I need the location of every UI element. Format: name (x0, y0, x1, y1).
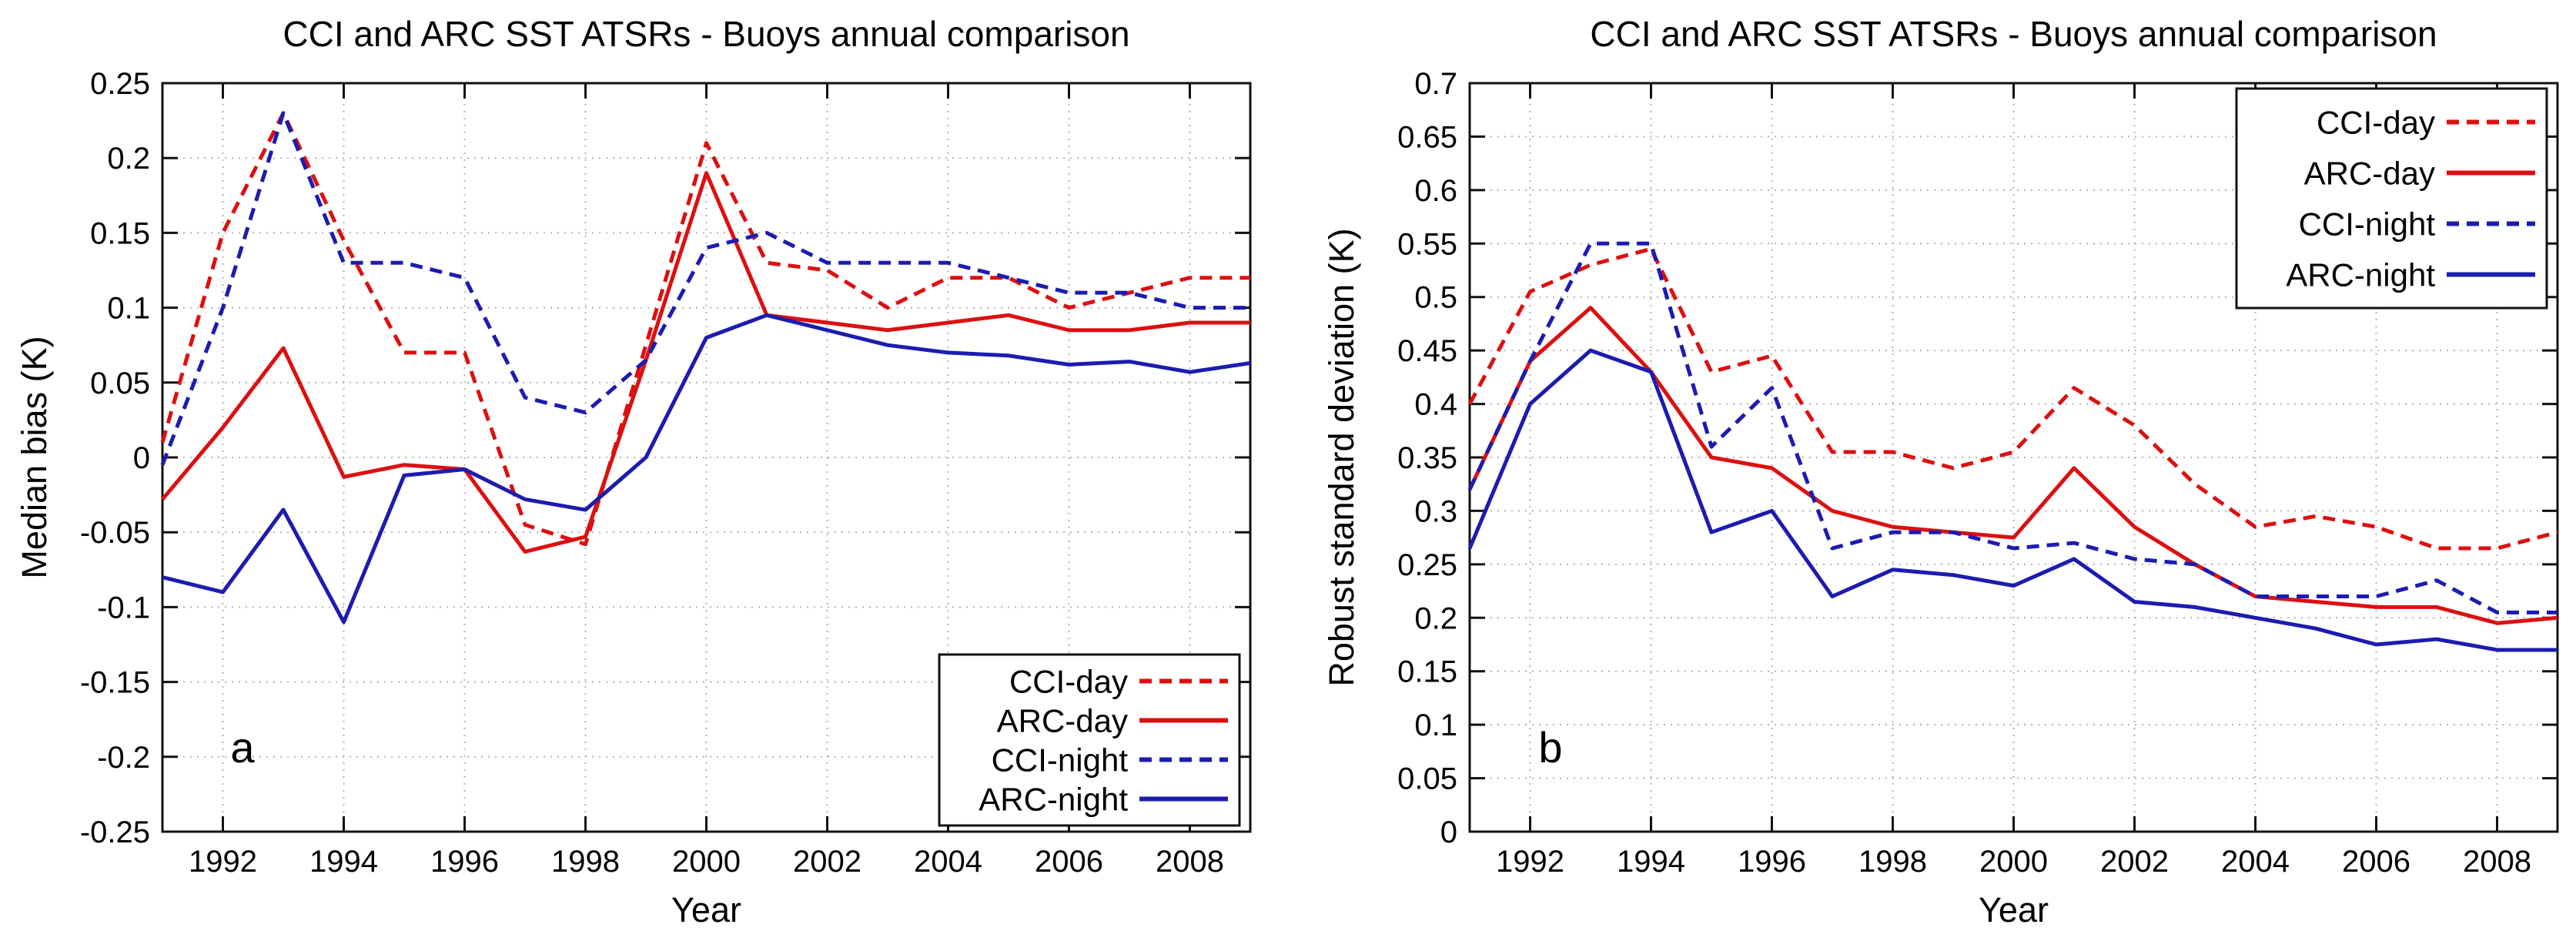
series-line-ARC-night (1467, 348, 2558, 652)
y-tick-label: -0.25 (80, 815, 150, 849)
legend-label-CCI-day: CCI-day (1009, 664, 1128, 700)
x-tick-label: 1992 (189, 845, 257, 879)
y-tick-label: 0.5 (1414, 281, 1457, 315)
panel-letter-b: b (1538, 723, 1562, 772)
y-tick-label: 0.2 (1414, 601, 1457, 635)
series-line-CCI-night (1467, 241, 2558, 614)
y-tick-label: 0.25 (90, 67, 150, 101)
x-tick-label: 1998 (1858, 845, 1927, 879)
y-tick-label: 0 (133, 441, 150, 475)
x-tick-label: 2008 (2463, 845, 2531, 879)
x-tick-label: 1998 (551, 845, 620, 879)
y-tick-label: 0.7 (1414, 67, 1457, 101)
x-tick-label: 2000 (1979, 845, 2048, 879)
x-tick-label: 1994 (1617, 845, 1685, 879)
series-line-ARC-day (161, 171, 1250, 554)
panel-b-svg: CCI and ARC SST ATSRs - Buoys annual com… (1322, 14, 2559, 929)
legend-label-CCI-night: CCI-night (992, 742, 1129, 779)
y-tick-label: 0.05 (90, 367, 150, 400)
panel-letter-a: a (230, 723, 255, 772)
x-tick-label: 1996 (430, 845, 499, 879)
y-tick-label: 0.65 (1397, 120, 1457, 154)
y-tick-label: 0.1 (107, 292, 150, 326)
y-tick-label: 0.15 (90, 216, 150, 250)
x-tick-label: 1994 (309, 845, 378, 879)
y-tick-label: 0.55 (1397, 227, 1457, 261)
legend-label-CCI-day: CCI-day (2317, 105, 2435, 141)
x-tick-label: 2002 (2100, 845, 2169, 879)
chart-panel-b: CCI and ARC SST ATSRs - Buoys annual com… (1288, 0, 2576, 941)
series-line-CCI-day (160, 111, 1250, 547)
y-tick-label: 0 (1440, 815, 1457, 849)
panel-a-svg: CCI and ARC SST ATSRs - Buoys annual com… (15, 14, 1252, 929)
legend-label-ARC-day: ARC-day (2304, 156, 2435, 192)
y-tick-label: 0.35 (1397, 441, 1457, 475)
chart-title: CCI and ARC SST ATSRs - Buoys annual com… (1590, 14, 2437, 54)
x-tick-label: 1992 (1496, 845, 1564, 879)
x-tick-label: 1996 (1738, 845, 1806, 879)
y-axis-label: Median bias (K) (15, 336, 54, 578)
legend-label-ARC-night: ARC-night (2286, 257, 2435, 293)
y-tick-label: 0.6 (1414, 174, 1457, 208)
y-tick-label: 0.15 (1397, 655, 1457, 689)
x-axis-label: Year (671, 890, 741, 929)
x-tick-label: 2004 (2221, 845, 2290, 879)
series-line-ARC-night (162, 313, 1251, 625)
x-tick-label: 2000 (672, 845, 741, 879)
y-axis-label: Robust standard deviation (K) (1322, 228, 1361, 686)
y-tick-label: -0.1 (97, 591, 150, 625)
y-tick-label: -0.05 (80, 516, 150, 550)
y-tick-label: -0.15 (80, 666, 150, 700)
y-tick-label: 0.2 (107, 142, 150, 176)
y-tick-label: 0.3 (1414, 494, 1457, 528)
legend-box (2235, 87, 2548, 310)
y-tick-label: 0.45 (1397, 334, 1457, 368)
chart-title: CCI and ARC SST ATSRs - Buoys annual com… (283, 14, 1129, 54)
x-tick-label: 2008 (1156, 845, 1224, 879)
y-tick-label: 0.05 (1397, 762, 1457, 796)
y-tick-label: 0.1 (1414, 708, 1457, 742)
x-axis-label: Year (1979, 890, 2049, 929)
legend-label-ARC-night: ARC-night (979, 782, 1128, 818)
legend-label-CCI-night: CCI-night (2299, 206, 2436, 243)
x-tick-label: 2006 (1035, 845, 1103, 879)
y-tick-label: 0.4 (1414, 388, 1457, 422)
chart-panel-a: CCI and ARC SST ATSRs - Buoys annual com… (15, 14, 1252, 929)
x-tick-label: 2006 (2342, 845, 2410, 879)
legend-label-ARC-day: ARC-day (997, 703, 1128, 739)
x-tick-label: 2004 (914, 845, 982, 879)
series-line-CCI-night (160, 111, 1250, 466)
y-tick-label: -0.2 (97, 741, 150, 775)
x-tick-label: 2002 (793, 845, 861, 879)
y-tick-label: 0.25 (1397, 548, 1457, 582)
